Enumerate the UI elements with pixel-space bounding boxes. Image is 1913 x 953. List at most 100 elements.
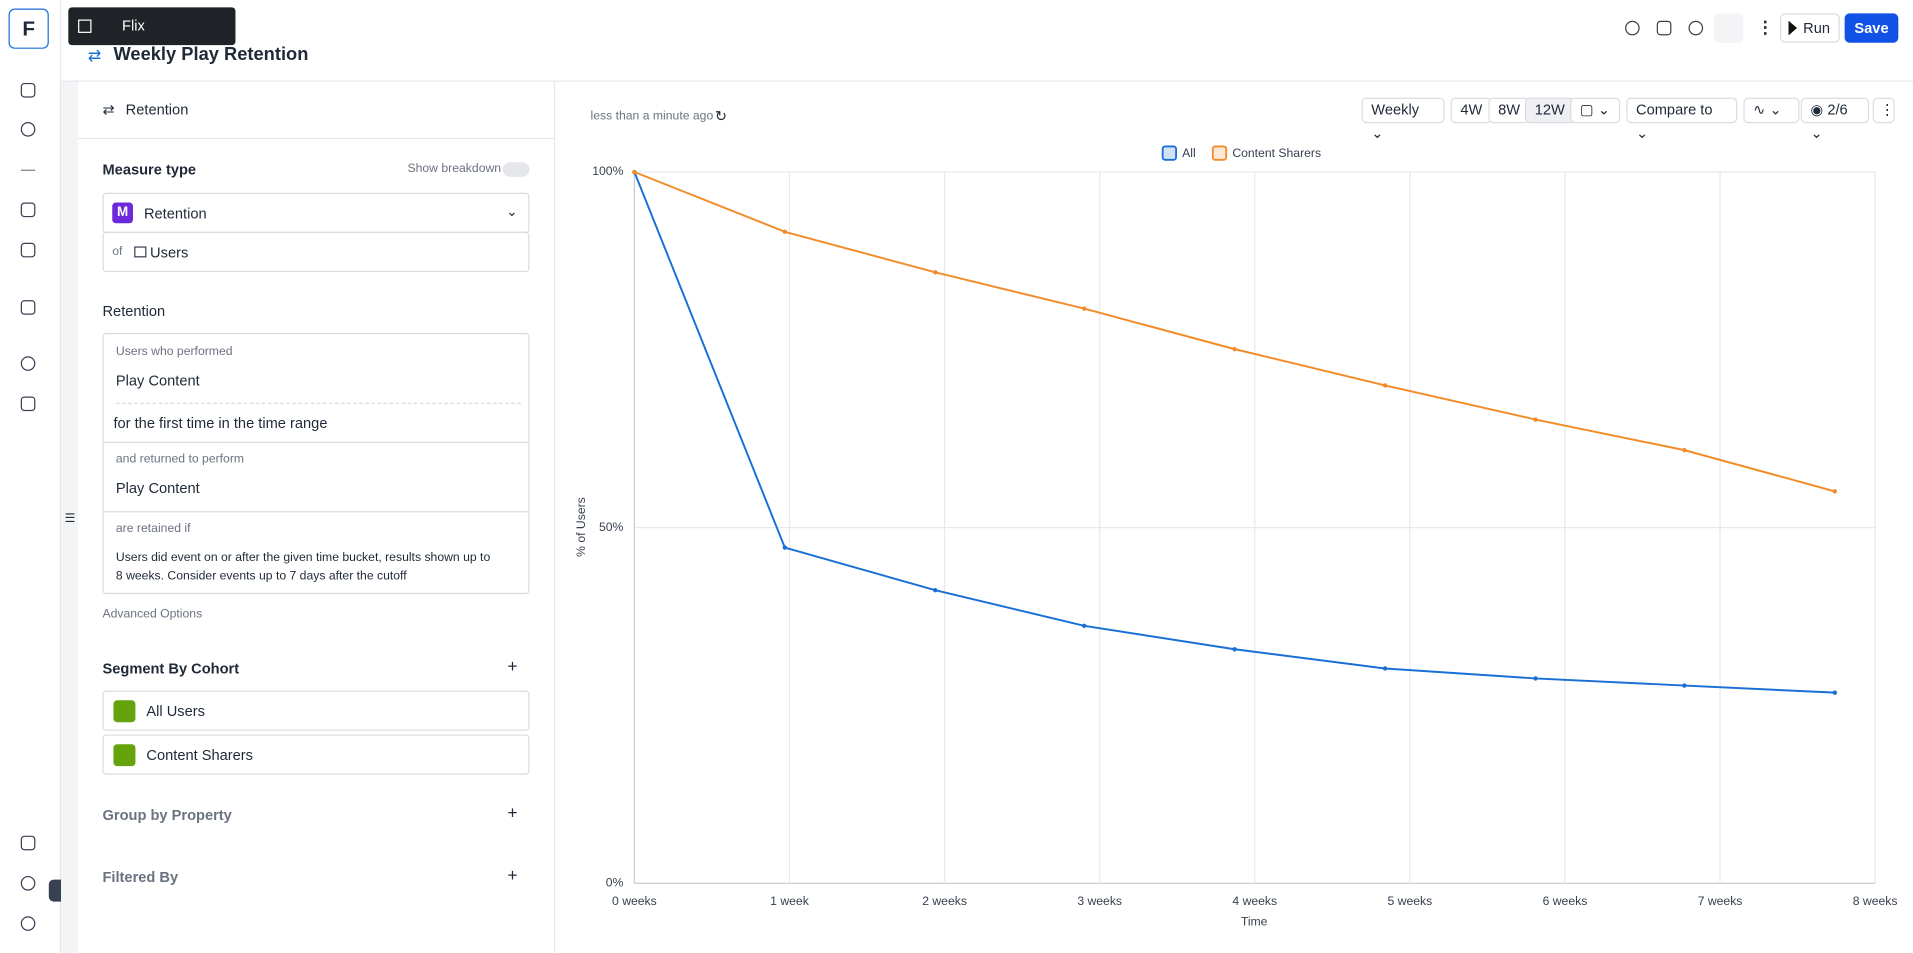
x-tick-label: 2 weeks [922,894,967,908]
workspace-tooltip: Flix [68,7,236,46]
cohort-row[interactable]: Content Sharers [102,734,530,775]
data-point [632,169,637,175]
data-icon[interactable] [20,835,36,851]
legend-label: Content Sharers [1232,146,1321,160]
add-button[interactable]: + [507,802,518,823]
x-tick-label: 3 weeks [1077,894,1122,908]
tab-icon: ⇄ [102,101,115,119]
divider [115,402,521,404]
panel-gutter [61,81,79,953]
y-tick-label: 0% [606,875,624,889]
home-icon[interactable] [20,82,36,98]
cohort-name: All Users [146,702,205,720]
compare-label: Compare to [1636,101,1713,119]
series-visibility[interactable]: ◉ 2/6 ⌄ [1800,97,1870,142]
logout-icon[interactable] [20,916,36,931]
range-button[interactable]: 4W [1450,97,1493,124]
x-tick-label: 8 weeks [1853,894,1898,908]
report-title[interactable]: Weekly Play Retention [113,43,309,65]
run-label: Run [1803,19,1831,37]
add-button[interactable]: + [507,656,518,676]
help-button[interactable] [1625,20,1640,36]
comment-button[interactable] [1656,20,1672,36]
x-axis-label: Time [1241,915,1268,929]
chevron: ⌄ [506,204,518,220]
run-icon [1788,20,1798,36]
x-tick-label: 0 weeks [612,894,657,908]
share-button[interactable] [1714,13,1744,43]
x-tick-label: 6 weeks [1543,894,1588,908]
series-line [634,171,1836,493]
step-label: Users who performed [115,345,233,359]
y-tick-label: 100% [592,164,623,178]
folder-icon[interactable] [20,300,36,315]
step-label: are retained if [115,522,191,536]
outline-icon[interactable]: ☰ [64,512,76,526]
y-axis-label: % of Users [574,497,588,557]
x-tick-label: 4 weeks [1232,894,1277,908]
data-point [1682,683,1687,688]
chart-type-select[interactable]: ∿ ⌄ [1743,97,1800,124]
data-point [1533,676,1538,681]
data-point [1232,647,1237,652]
compare-select[interactable]: Compare to ⌄ [1626,97,1738,142]
data-point [1232,346,1237,352]
more-button[interactable]: ⋮ [1756,17,1774,37]
measure-select[interactable]: M Retention ⌄ [102,192,530,234]
cohort-row[interactable]: All Users [102,690,530,731]
data-point [632,169,637,175]
y-tick-label: 50% [599,520,624,534]
range-button[interactable]: 12W [1525,97,1575,124]
section-heading: Measure type [102,161,197,179]
logo[interactable]: F [8,8,49,49]
divider [103,441,529,443]
flag-icon[interactable] [20,396,36,412]
add-button[interactable]: + [507,864,518,885]
divider [103,511,529,513]
refresh-button[interactable]: ↻ [714,107,728,125]
save-button[interactable]: Save [1844,13,1899,43]
section-heading[interactable]: Group by Property [102,806,232,824]
swap-icon: ⇄ [87,46,102,65]
data-point [1081,623,1087,628]
data-point [1832,690,1838,695]
data-point [1382,666,1388,671]
event-name[interactable]: Play Content [115,479,200,497]
breakdown-toggle[interactable] [502,162,530,177]
range-button[interactable]: 8W [1488,97,1530,124]
event-name[interactable]: Play Content [115,372,200,390]
section-heading[interactable]: Filtered By [102,868,179,886]
legend-swatch [1161,145,1177,161]
data-point [782,229,788,234]
chart-menu[interactable]: ⋮ [1872,97,1895,124]
visible-count: 2/6 [1827,101,1848,119]
entity-value: Users [150,244,189,262]
edit-icon[interactable] [20,202,36,218]
entity-select[interactable]: of Users [102,231,530,273]
user-icon[interactable] [20,356,36,371]
nav-rail [0,0,61,953]
search-icon[interactable] [20,122,36,137]
section-heading: Retention [102,302,166,320]
link-button[interactable] [1688,20,1704,36]
legend-swatch [1211,145,1228,161]
help-icon[interactable] [20,875,36,891]
of-label: of [112,245,123,259]
table-icon [134,246,147,258]
retention-card: Users who performed Play Content for the… [102,333,530,595]
measure-value: Retention [143,204,207,223]
condition[interactable]: for the first time in the time range [113,414,328,432]
date-picker[interactable]: ▢ ⌄ [1570,97,1621,124]
workspace-name: Flix [122,17,145,35]
interval-select[interactable]: Weekly ⌄ [1361,97,1445,142]
lab-icon[interactable] [20,242,36,258]
grid-icon [78,19,92,33]
panel-tab[interactable]: Retention [125,101,189,119]
last-updated: less than a minute ago [590,109,714,124]
cohort-icon [113,700,136,723]
series-line [633,171,1835,694]
add-icon[interactable] [20,169,36,171]
tab-divider [78,137,554,140]
data-point [1682,447,1687,453]
advanced-toggle[interactable]: Advanced Options [102,607,203,621]
